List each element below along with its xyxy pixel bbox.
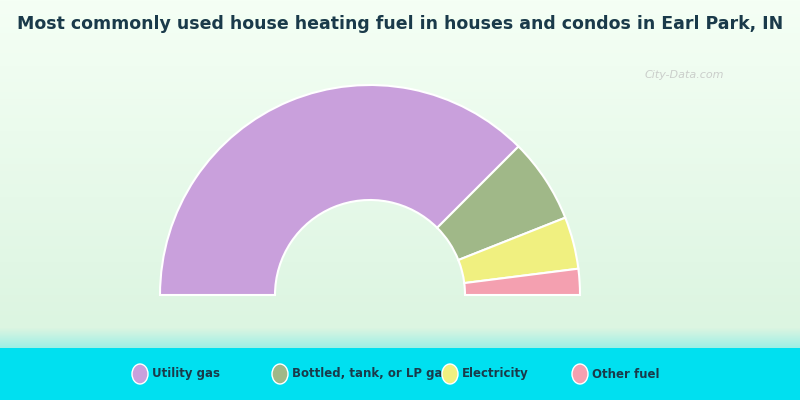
Text: Bottled, tank, or LP gas: Bottled, tank, or LP gas (292, 368, 450, 380)
Text: Most commonly used house heating fuel in houses and condos in Earl Park, IN: Most commonly used house heating fuel in… (17, 15, 783, 33)
Wedge shape (464, 269, 580, 295)
Text: Utility gas: Utility gas (152, 368, 220, 380)
Wedge shape (437, 146, 566, 260)
Ellipse shape (272, 364, 288, 384)
Ellipse shape (442, 364, 458, 384)
Wedge shape (160, 85, 518, 295)
Text: Other fuel: Other fuel (592, 368, 659, 380)
Ellipse shape (132, 364, 148, 384)
Text: Electricity: Electricity (462, 368, 529, 380)
Text: City-Data.com: City-Data.com (645, 70, 725, 80)
Wedge shape (458, 218, 578, 283)
Ellipse shape (572, 364, 588, 384)
Bar (0, 348, 800, 400)
